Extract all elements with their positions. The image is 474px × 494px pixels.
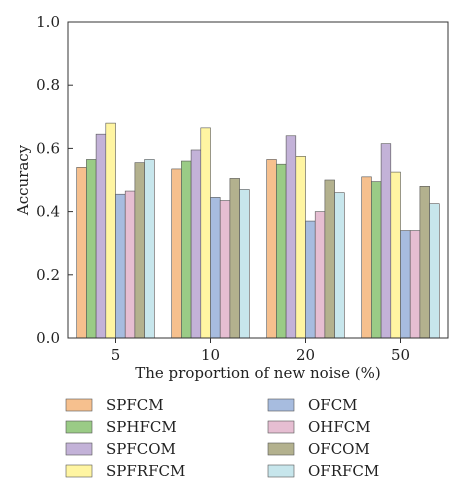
bar-spfcm-20 [266,159,277,339]
legend-label-spfrfcm: SPFRFCM [106,462,185,480]
bar-ohfcm-10 [219,200,231,339]
legend-swatch-ofcom [267,442,295,456]
legend-label-spfcom: SPFCOM [106,440,176,458]
bar-ofcom-20 [324,179,335,339]
bar-sphfcm-10 [181,160,192,339]
bar-ofrfcm-5 [144,159,155,339]
bar-ofcm-10 [210,197,221,339]
bar-ofcm-5 [115,193,126,339]
bar-sphfcm-5 [86,159,97,339]
bar-ofcom-10 [229,178,240,339]
bar-ofrfcm-20 [334,192,345,339]
bar-spfcm-5 [76,167,87,339]
y-tick-label: 0.6 [36,139,60,157]
bar-ohfcm-5 [124,190,136,339]
legend-label-ofcom: OFCOM [308,440,370,458]
x-tick-label: 5 [111,346,121,364]
y-tick-label: 0.2 [36,266,60,284]
x-tick-label: 20 [296,346,315,364]
x-axis: 5 10 20 50 [111,338,410,364]
bar-spfrfcm-10 [200,127,211,339]
bar-ofcm-20 [305,220,316,339]
bar-sphfcm-50 [371,181,382,339]
legend-swatch-ohfcm [267,420,295,434]
legend-label-ohfcm: OHFCM [308,418,371,436]
legend: SPFCM SPHFCM SPFCOM SPFRFCM OFCM OHFCM OFCOM OF… [65,396,379,480]
bar-spfcom-20 [285,135,297,339]
y-axis: 0.0 0.2 0.4 0.6 0.8 1.0 [36,13,73,347]
legend-label-ofrfcm: OFRFCM [308,462,379,480]
bar-spfcom-50 [380,143,392,339]
bar-ofrfcm-50 [429,203,440,339]
plot-frame [67,21,449,339]
bar-spfrfcm-5 [105,122,116,339]
legend-swatch-ofcm [267,398,295,412]
bar-spfrfcm-20 [295,156,306,339]
bar-spfcm-10 [171,168,182,339]
legend-label-spfcm: SPFCM [106,396,164,414]
y-tick-label: 1.0 [36,13,60,31]
bar-spfcom-5 [95,133,107,339]
y-axis-label: Accuracy [14,144,32,216]
legend-swatch-sphfcm [65,420,93,434]
legend-swatch-spfcom [65,442,93,456]
bar-ohfcm-50 [409,230,421,339]
bar-ofcm-50 [400,230,411,339]
bar-sphfcm-20 [276,163,287,339]
x-tick-label: 10 [201,346,220,364]
legend-label-sphfcm: SPHFCM [106,418,177,436]
legend-swatch-spfrfcm [65,464,93,478]
bar-ohfcm-20 [314,211,326,339]
y-tick-label: 0.8 [36,76,60,94]
x-tick-label: 50 [391,346,410,364]
y-tick-label: 0.0 [36,329,60,347]
bars-layer [76,122,440,339]
legend-swatch-ofrfcm [267,464,295,478]
bar-spfcm-50 [361,176,372,339]
bar-ofcom-5 [134,162,145,339]
bar-ofrfcm-10 [239,189,250,339]
legend-swatch-spfcm [65,398,93,412]
y-tick-label: 0.4 [36,203,60,221]
bar-spfrfcm-50 [390,171,401,339]
x-axis-label: The proportion of new noise (%) [135,364,381,382]
bar-spfcom-10 [190,149,202,339]
bar-ofcom-50 [419,186,430,339]
legend-label-ofcm: OFCM [308,396,358,414]
